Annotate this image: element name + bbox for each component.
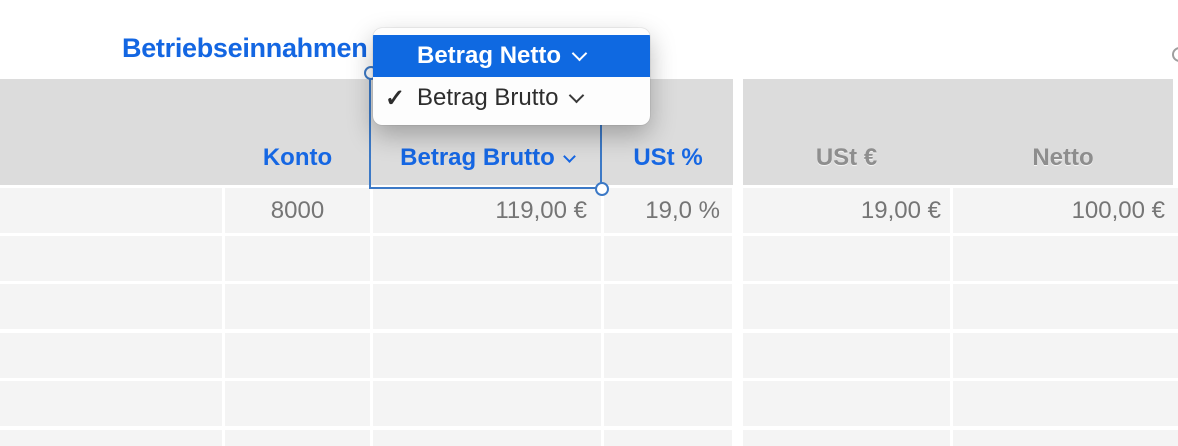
table-cell[interactable] bbox=[953, 236, 1178, 281]
table-cell[interactable] bbox=[373, 284, 601, 329]
table-cell[interactable] bbox=[953, 333, 1178, 378]
table-cell-betrag-brutto[interactable]: 119,00 € bbox=[373, 188, 601, 233]
table-cell[interactable] bbox=[373, 430, 601, 446]
table-header-band-right bbox=[743, 79, 1173, 185]
table-cell[interactable] bbox=[225, 430, 370, 446]
table-row: 8000 119,00 € 19,0 % 19,00 € 100,00 € bbox=[0, 188, 1178, 233]
table-row bbox=[0, 333, 1178, 378]
table-cell[interactable] bbox=[0, 188, 222, 233]
table-cell[interactable] bbox=[953, 430, 1178, 446]
table-cell[interactable] bbox=[604, 381, 732, 426]
column-header-netto[interactable]: Netto bbox=[1032, 144, 1094, 171]
table-cell[interactable] bbox=[743, 284, 950, 329]
check-icon: ✓ bbox=[385, 84, 406, 112]
column-header-konto[interactable]: Konto bbox=[262, 144, 333, 171]
table-row bbox=[0, 284, 1178, 329]
chevron-down-icon[interactable] bbox=[562, 150, 576, 164]
table-title[interactable]: Betriebseinnahmen bbox=[122, 33, 368, 63]
table-cell[interactable] bbox=[373, 333, 601, 378]
table-cell[interactable] bbox=[0, 284, 222, 329]
chevron-down-icon bbox=[571, 45, 588, 61]
table-cell-netto[interactable]: 100,00 € bbox=[953, 188, 1178, 233]
menu-item-betrag-netto[interactable]: Betrag Netto bbox=[373, 35, 650, 77]
menu-item-label: Betrag Netto bbox=[417, 42, 562, 69]
table-cell[interactable] bbox=[0, 333, 222, 378]
table-cell[interactable] bbox=[0, 381, 222, 426]
table-cell[interactable] bbox=[743, 430, 950, 446]
menu-item-label: Betrag Brutto bbox=[417, 84, 559, 111]
table-row bbox=[0, 381, 1178, 426]
partial-circle-handle-icon bbox=[1172, 47, 1178, 62]
table-cell-ust-euro[interactable]: 19,00 € bbox=[743, 188, 950, 233]
selection-handle-bottom[interactable] bbox=[595, 182, 609, 196]
table-cell[interactable] bbox=[953, 381, 1178, 426]
table-cell[interactable] bbox=[604, 236, 732, 281]
menu-item-betrag-brutto[interactable]: ✓ Betrag Brutto bbox=[373, 77, 650, 119]
table-cell-konto[interactable]: 8000 bbox=[225, 188, 370, 233]
table-cell[interactable] bbox=[743, 236, 950, 281]
table-cell[interactable] bbox=[373, 381, 601, 426]
table-cell[interactable] bbox=[604, 430, 732, 446]
table-cell[interactable] bbox=[953, 284, 1178, 329]
table-cell-ust-percent[interactable]: 19,0 % bbox=[604, 188, 732, 233]
column-header-betrag-brutto-label: Betrag Brutto bbox=[400, 144, 555, 171]
chevron-down-icon bbox=[569, 87, 585, 103]
column-header-ust-euro[interactable]: USt € bbox=[815, 144, 878, 171]
table-cell[interactable] bbox=[0, 430, 222, 446]
table-cell[interactable] bbox=[743, 381, 950, 426]
column-header-ust-percent[interactable]: USt % bbox=[633, 144, 703, 171]
table-row bbox=[0, 430, 1178, 446]
table-cell[interactable] bbox=[604, 284, 732, 329]
table-cell[interactable] bbox=[225, 284, 370, 329]
column-format-dropdown-menu: Betrag Netto ✓ Betrag Brutto bbox=[373, 28, 650, 125]
table-cell[interactable] bbox=[743, 333, 950, 378]
table-cell[interactable] bbox=[225, 381, 370, 426]
table-cell[interactable] bbox=[0, 236, 222, 281]
table-cell[interactable] bbox=[604, 333, 732, 378]
table-cell[interactable] bbox=[373, 236, 601, 281]
table-cell[interactable] bbox=[225, 236, 370, 281]
table-row bbox=[0, 236, 1178, 281]
column-header-betrag-brutto[interactable]: Betrag Brutto bbox=[373, 143, 601, 173]
table-cell[interactable] bbox=[225, 333, 370, 378]
